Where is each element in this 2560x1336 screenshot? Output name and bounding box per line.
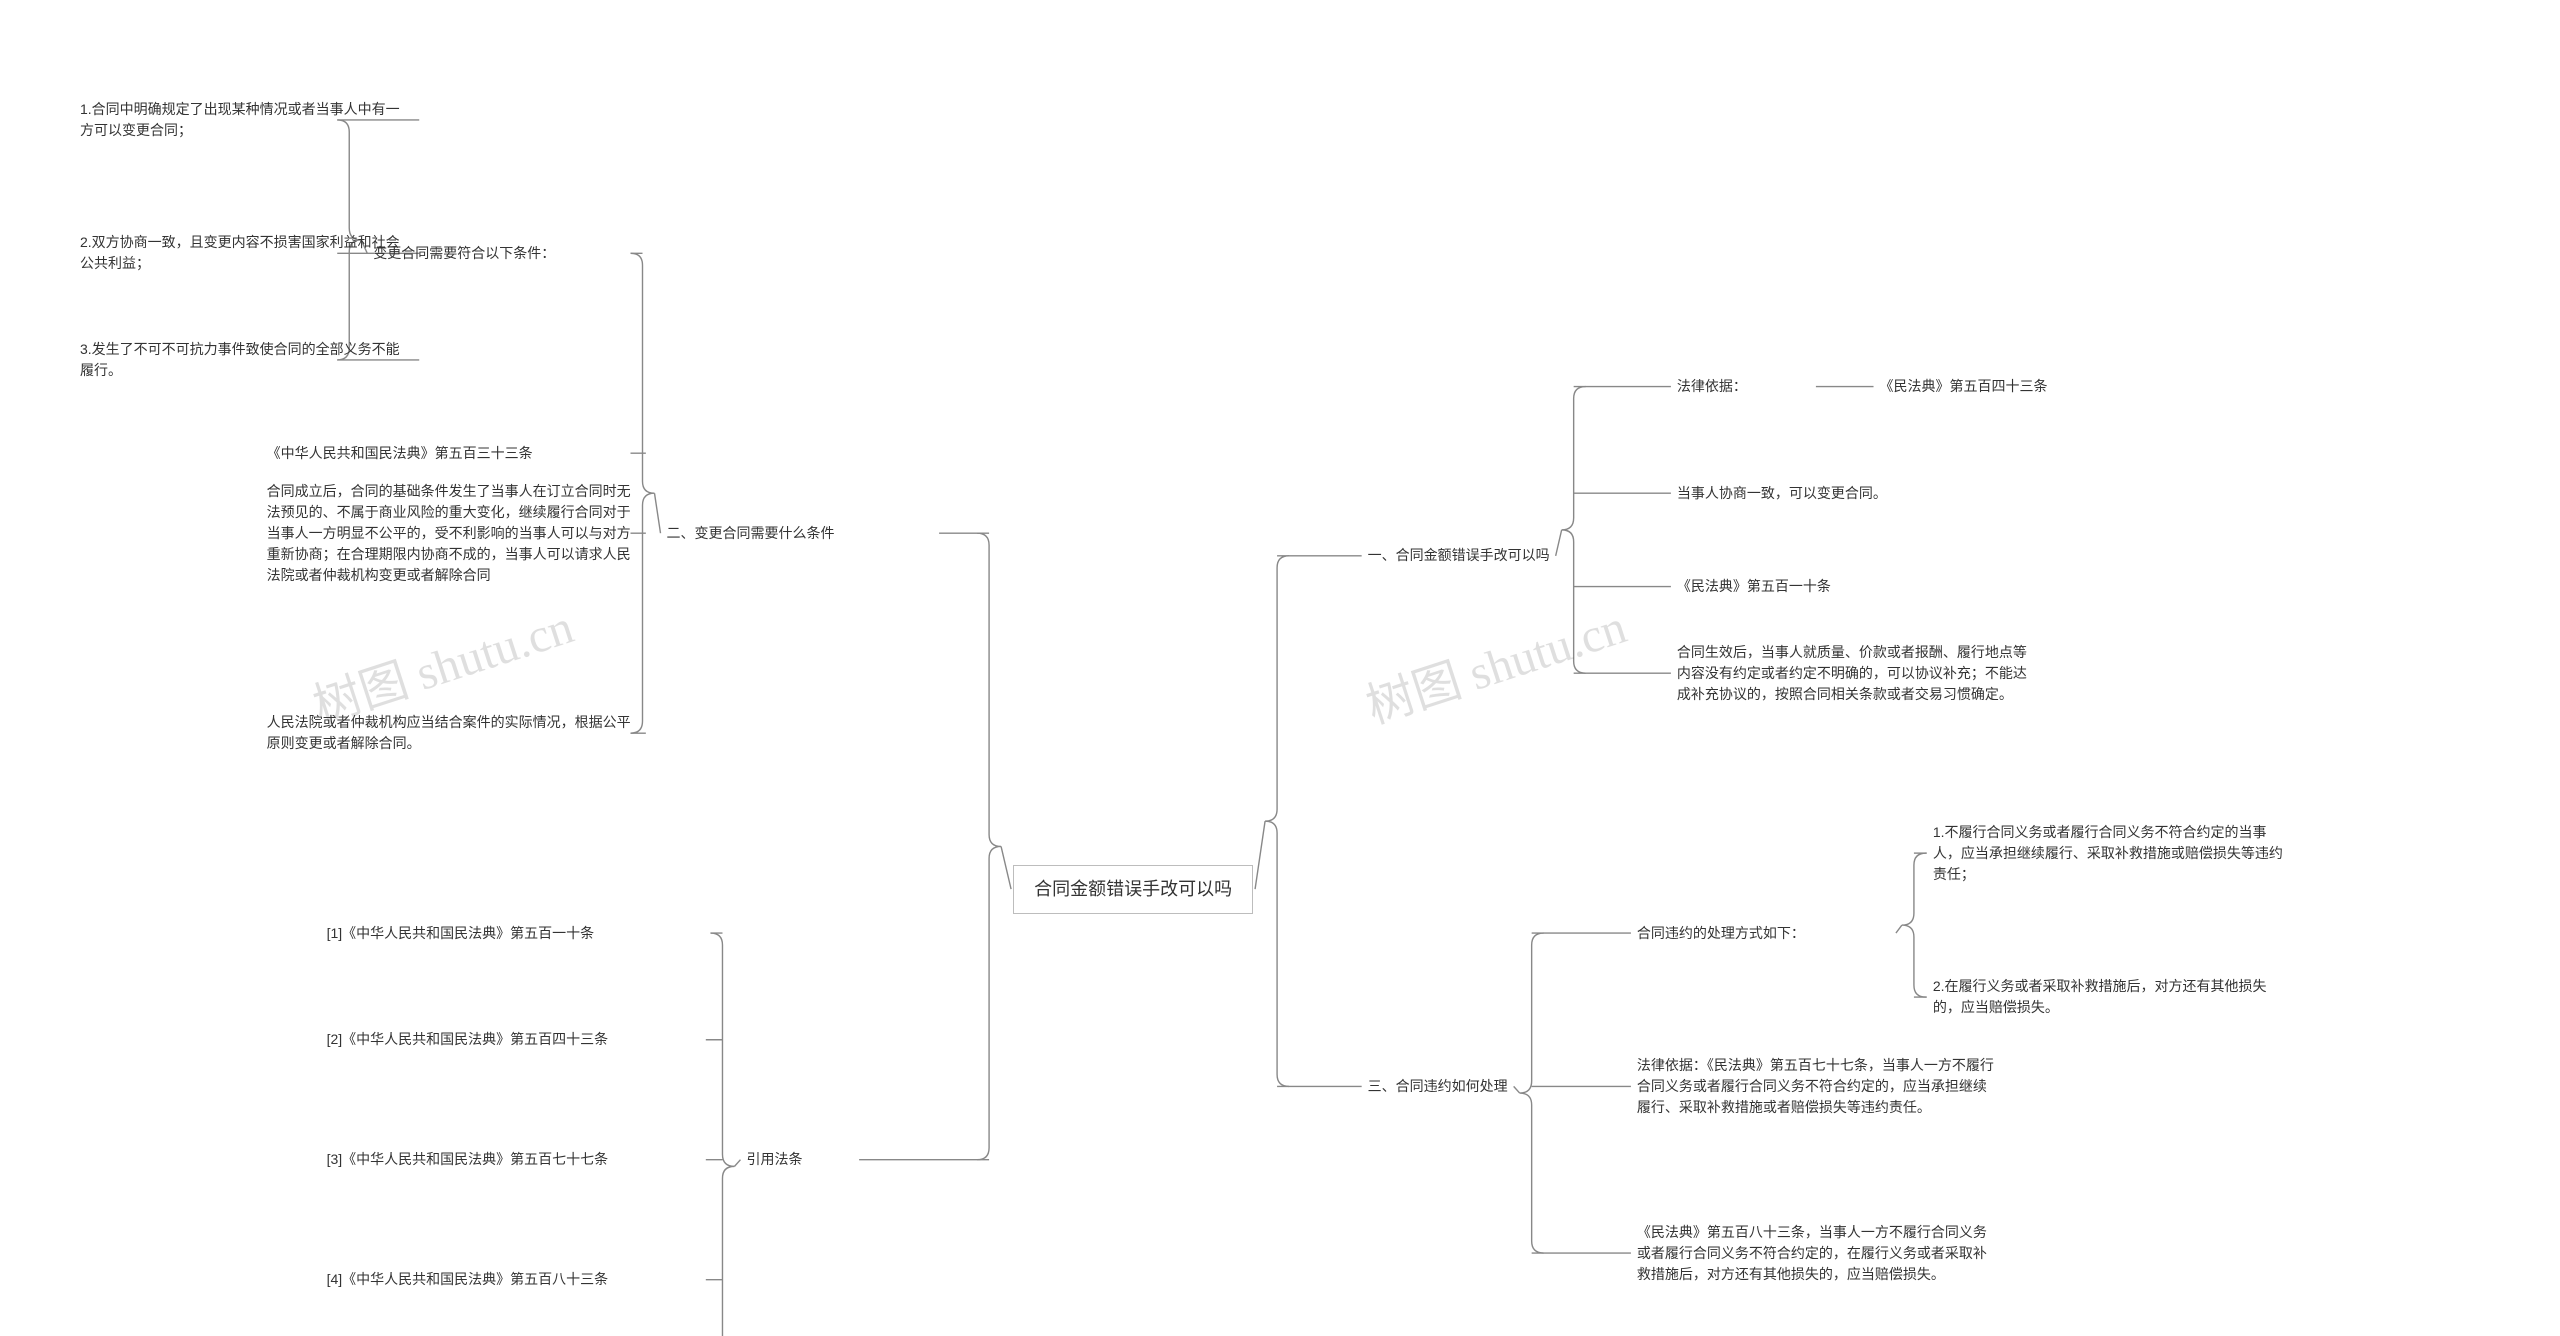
mindmap-node: [2]《中华人民共和国民法典》第五百四十三条 xyxy=(327,1029,700,1050)
mindmap-node: 《中华人民共和国民法典》第五百三十三条 xyxy=(267,443,640,464)
mindmap-node: 2.在履行义务或者采取补救措施后，对方还有其他损失的，应当赔偿损失。 xyxy=(1933,976,2293,1018)
mindmap-node: 1.合同中明确规定了出现某种情况或者当事人中有一方可以变更合同； xyxy=(80,99,413,141)
mindmap-node: 二、变更合同需要什么条件 xyxy=(667,523,835,544)
mindmap-node: 一、合同金额错误手改可以吗 xyxy=(1368,545,1550,566)
mindmap-node: 人民法院或者仲裁机构应当结合案件的实际情况，根据公平原则变更或者解除合同。 xyxy=(267,712,640,754)
mindmap-node: 法律依据：《民法典》第五百七十七条，当事人一方不履行合同义务或者履行合同义务不符… xyxy=(1637,1055,1994,1118)
mindmap-node: 3.发生了不可不可抗力事件致使合同的全部义务不能履行。 xyxy=(80,339,413,381)
mindmap-node: 三、合同违约如何处理 xyxy=(1368,1076,1508,1097)
mindmap-node: 合同生效后，当事人就质量、价款或者报酬、履行地点等内容没有约定或者约定不明确的，… xyxy=(1677,642,2034,705)
mindmap-node: 法律依据： xyxy=(1677,376,1810,397)
mindmap-node: [4]《中华人民共和国民法典》第五百八十三条 xyxy=(327,1269,700,1290)
mindmap-node: 1.不履行合同义务或者履行合同义务不符合约定的当事人，应当承担继续履行、采取补救… xyxy=(1933,822,2293,885)
mindmap-root: 合同金额错误手改可以吗 xyxy=(1013,865,1253,914)
connector-layer xyxy=(0,0,2560,1336)
watermark: 树图 shutu.cn xyxy=(1355,587,1633,737)
mindmap-node: 《民法典》第五百八十三条，当事人一方不履行合同义务或者履行合同义务不符合约定的，… xyxy=(1637,1222,1994,1285)
mindmap-node: 合同成立后，合同的基础条件发生了当事人在订立合同时无法预见的、不属于商业风险的重… xyxy=(267,481,640,586)
mindmap-node: 引用法条 xyxy=(746,1149,802,1170)
mindmap-node: 2.双方协商一致，且变更内容不损害国家利益和社会公共利益； xyxy=(80,232,413,274)
mindmap-node: [3]《中华人民共和国民法典》第五百七十七条 xyxy=(327,1149,700,1170)
mindmap-node: 《民法典》第五百四十三条 xyxy=(1880,376,2173,397)
mindmap-node: 合同违约的处理方式如下： xyxy=(1637,923,1890,944)
mindmap-node: [1]《中华人民共和国民法典》第五百一十条 xyxy=(327,923,714,944)
mindmap-node: 当事人协商一致，可以变更合同。 xyxy=(1677,483,1997,504)
mindmap-node: 《民法典》第五百一十条 xyxy=(1677,576,1944,597)
